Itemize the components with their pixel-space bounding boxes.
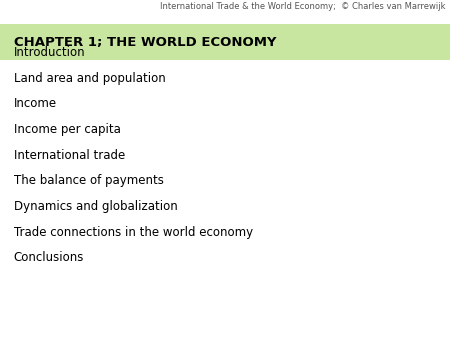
Text: International trade: International trade bbox=[14, 149, 125, 162]
Text: Conclusions: Conclusions bbox=[14, 251, 84, 264]
Bar bbox=[0, 24, 450, 60]
Text: Land area and population: Land area and population bbox=[14, 72, 165, 84]
Text: Dynamics and globalization: Dynamics and globalization bbox=[14, 200, 177, 213]
Text: Income: Income bbox=[14, 97, 57, 110]
Text: The balance of payments: The balance of payments bbox=[14, 174, 163, 187]
Text: International Trade & the World Economy;  © Charles van Marrewijk: International Trade & the World Economy;… bbox=[160, 2, 446, 11]
Text: CHAPTER 1; THE WORLD ECONOMY: CHAPTER 1; THE WORLD ECONOMY bbox=[14, 35, 276, 49]
Text: Trade connections in the world economy: Trade connections in the world economy bbox=[14, 226, 252, 239]
Text: Income per capita: Income per capita bbox=[14, 123, 121, 136]
Text: Introduction: Introduction bbox=[14, 46, 85, 59]
